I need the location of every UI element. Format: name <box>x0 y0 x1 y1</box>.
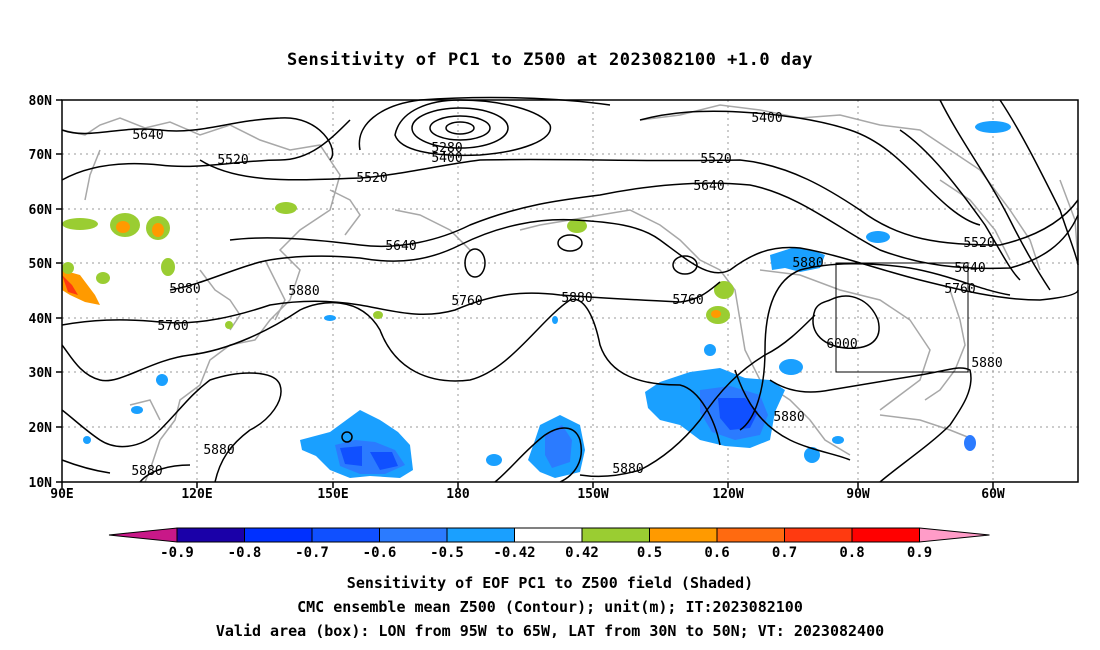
caption-line-1: Sensitivity of EOF PC1 to Z500 field (Sh… <box>346 574 754 592</box>
lat-label: 50N <box>29 257 53 272</box>
lon-label: 150E <box>317 487 348 502</box>
contour-label: 6000 <box>826 337 857 352</box>
axis-ticks <box>56 99 994 488</box>
contour-label: 5760 <box>451 294 482 309</box>
sensitivity-shading <box>62 121 1011 478</box>
lon-label: 60W <box>981 487 1005 502</box>
colorbar-label: 0.8 <box>839 545 864 561</box>
contour-label: 5880 <box>561 291 592 306</box>
lat-label: 40N <box>29 312 53 327</box>
lat-label: 10N <box>29 476 53 491</box>
contour-label: 5760 <box>672 293 703 308</box>
colorbar-label: -0.6 <box>363 545 397 561</box>
lon-label: 180 <box>446 487 470 502</box>
contour-label: 5880 <box>288 284 319 299</box>
contour-label: 5880 <box>131 464 162 479</box>
z500-contours <box>61 96 1079 483</box>
contour-label: 5640 <box>693 179 724 194</box>
contour-label: 5640 <box>132 128 163 143</box>
latitude-labels: 80N 70N 60N 50N 40N 30N 20N 10N <box>29 94 53 491</box>
lon-label: 90E <box>50 487 73 502</box>
lat-label: 20N <box>29 421 53 436</box>
contour-label: 5880 <box>773 410 804 425</box>
lon-label: 150W <box>577 487 608 502</box>
contour-label: 5520 <box>356 171 387 186</box>
contour-label: 5880 <box>203 443 234 458</box>
valid-area-box <box>835 262 969 373</box>
contour-label: 5760 <box>157 319 188 334</box>
lon-label: 120E <box>181 487 212 502</box>
contour-label: 5400 <box>431 151 462 166</box>
colorbar-swatch <box>851 527 920 543</box>
contour-label: 5400 <box>751 111 782 126</box>
colorbar-swatch <box>784 527 853 543</box>
lat-label: 60N <box>29 203 53 218</box>
colorbar-label: 0.9 <box>907 545 932 561</box>
figure-title: Sensitivity of PC1 to Z500 at 2023082100… <box>286 50 813 70</box>
colorbar-swatch <box>244 527 313 543</box>
lat-label: 30N <box>29 366 53 381</box>
caption-line-3: Valid area (box): LON from 95W to 65W, L… <box>215 622 885 640</box>
colorbar-extend-low <box>108 527 178 543</box>
colorbar-label: 0.7 <box>772 545 797 561</box>
colorbar-label: -0.5 <box>430 545 464 561</box>
lon-label: 90W <box>846 487 870 502</box>
contour-label: 5880 <box>971 356 1002 371</box>
contour-label: 5520 <box>963 236 994 251</box>
caption-line-2: CMC ensemble mean Z500 (Contour); unit(m… <box>297 598 803 616</box>
colorbar-label: 0.6 <box>704 545 729 561</box>
map-frame <box>61 99 1079 483</box>
colorbar-label: 0.42 <box>565 545 599 561</box>
colorbar-label: -0.9 <box>160 545 194 561</box>
lon-label: 120W <box>712 487 743 502</box>
longitude-labels: 90E 120E 150E 180 150W 120W 90W 60W <box>50 487 1005 502</box>
contour-label: 5760 <box>944 282 975 297</box>
colorbar-label: 0.5 <box>637 545 662 561</box>
contour-label: 5880 <box>612 462 643 477</box>
contour-label: 5880 <box>792 256 823 271</box>
contour-label: 5520 <box>217 153 248 168</box>
colorbar-swatch <box>581 527 650 543</box>
contour-label: 5640 <box>954 261 985 276</box>
colorbar-swatch <box>716 527 785 543</box>
colorbar-label: -0.7 <box>295 545 329 561</box>
colorbar-swatch <box>649 527 718 543</box>
contour-label: 5280 <box>431 141 462 156</box>
colorbar-label: -0.42 <box>493 545 535 561</box>
colorbar-swatch <box>514 527 583 543</box>
lat-label: 70N <box>29 148 53 163</box>
contour-label: 5520 <box>700 152 731 167</box>
colorbar-swatch <box>176 527 245 543</box>
contour-label: 5880 <box>169 282 200 297</box>
colorbar-label: -0.8 <box>228 545 262 561</box>
colorbar-swatch <box>311 527 380 543</box>
colorbar-extend-high <box>919 527 990 543</box>
colorbar-swatch <box>379 527 448 543</box>
lat-label: 80N <box>29 94 53 109</box>
contour-label: 5640 <box>385 239 416 254</box>
colorbar-swatch <box>446 527 515 543</box>
colorbar: -0.9 -0.8 -0.7 -0.6 -0.5 -0.42 0.42 0.5 0.6 0.7 0.… <box>108 527 990 561</box>
contour-labels: 5640 5520 5520 5280 5400 5520 5640 5400 … <box>131 111 1002 479</box>
